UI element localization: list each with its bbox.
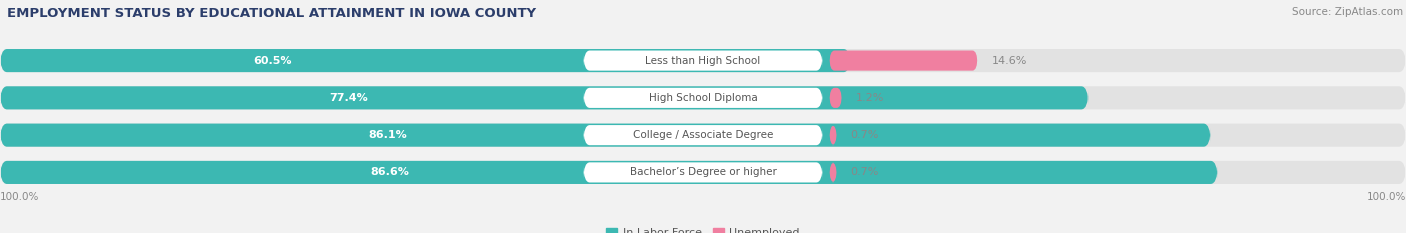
FancyBboxPatch shape (583, 88, 823, 108)
Legend: In Labor Force, Unemployed: In Labor Force, Unemployed (602, 223, 804, 233)
FancyBboxPatch shape (0, 123, 1211, 147)
Text: 100.0%: 100.0% (0, 192, 39, 202)
FancyBboxPatch shape (0, 161, 1406, 184)
Text: 86.6%: 86.6% (370, 168, 409, 177)
FancyBboxPatch shape (0, 123, 1406, 147)
Text: 86.1%: 86.1% (368, 130, 406, 140)
FancyBboxPatch shape (583, 125, 823, 145)
Text: 14.6%: 14.6% (991, 56, 1026, 65)
Text: 0.7%: 0.7% (851, 168, 879, 177)
FancyBboxPatch shape (0, 86, 1406, 110)
Text: 60.5%: 60.5% (253, 56, 291, 65)
FancyBboxPatch shape (0, 161, 1218, 184)
FancyBboxPatch shape (0, 49, 851, 72)
FancyBboxPatch shape (0, 86, 1088, 110)
FancyBboxPatch shape (830, 51, 977, 71)
Text: College / Associate Degree: College / Associate Degree (633, 130, 773, 140)
FancyBboxPatch shape (0, 49, 1406, 72)
FancyBboxPatch shape (830, 88, 842, 108)
FancyBboxPatch shape (583, 51, 823, 71)
Text: EMPLOYMENT STATUS BY EDUCATIONAL ATTAINMENT IN IOWA COUNTY: EMPLOYMENT STATUS BY EDUCATIONAL ATTAINM… (7, 7, 536, 20)
Text: 1.2%: 1.2% (856, 93, 884, 103)
Text: Less than High School: Less than High School (645, 56, 761, 65)
Text: Bachelor’s Degree or higher: Bachelor’s Degree or higher (630, 168, 776, 177)
Text: High School Diploma: High School Diploma (648, 93, 758, 103)
Text: 0.7%: 0.7% (851, 130, 879, 140)
Text: 100.0%: 100.0% (1367, 192, 1406, 202)
Text: 77.4%: 77.4% (329, 93, 367, 103)
FancyBboxPatch shape (830, 162, 837, 182)
Text: Source: ZipAtlas.com: Source: ZipAtlas.com (1292, 7, 1403, 17)
FancyBboxPatch shape (830, 125, 837, 145)
FancyBboxPatch shape (583, 162, 823, 182)
